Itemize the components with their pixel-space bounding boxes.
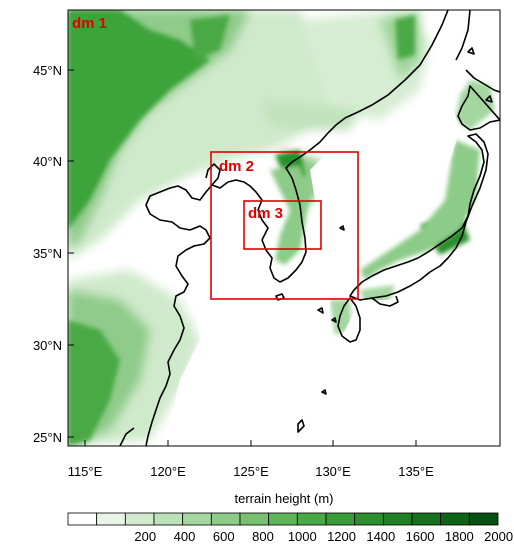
island-ryukyu-1: [321, 389, 327, 395]
colorbar-label: 1800: [445, 529, 474, 544]
domain-boxes: [210, 151, 359, 300]
coast-taiwan: [119, 427, 135, 446]
colorbar-cell: [153, 512, 184, 526]
lat-label-25: 25°N: [33, 430, 62, 445]
colorbar-label: 2000: [484, 529, 513, 544]
coast-shikoku: [371, 295, 399, 307]
domain-2-label: dm 2: [219, 158, 254, 175]
island-goto: [331, 317, 337, 323]
colorbar-cell: [124, 512, 155, 526]
island-tsushima: [317, 307, 324, 314]
colorbar-cell: [239, 512, 270, 526]
sea-areas: [170, 10, 500, 446]
coast-kyushu: [337, 297, 361, 343]
lon-label-115: 115°E: [68, 464, 103, 479]
island-kuril: [485, 95, 493, 103]
colorbar-label: 800: [252, 529, 274, 544]
island-ryukyu-2: [297, 419, 305, 433]
domain-1-label: dm 1: [72, 15, 107, 32]
island-ulleung: [339, 225, 345, 231]
colorbar-label: 1400: [366, 529, 395, 544]
coast-honshu: [349, 133, 489, 301]
coast-sakhalin: [455, 10, 471, 61]
colorbar-cell: [268, 512, 298, 526]
colorbar-cell: [67, 512, 98, 526]
colorbar-cell: [440, 512, 470, 526]
lat-ticks: [68, 69, 74, 438]
lon-label-120: 120°E: [150, 464, 186, 479]
plot-frame: [67, 9, 501, 447]
lon-ticks: [84, 440, 417, 446]
lat-label-40: 40°N: [33, 154, 62, 169]
colorbar-label: 1200: [327, 529, 356, 544]
terrain-korea: [270, 165, 310, 265]
colorbar-cell: [296, 512, 327, 526]
coast-hokkaido: [457, 69, 500, 131]
terrain-japan: [330, 80, 495, 335]
colorbar-cell: [354, 512, 384, 526]
colorbar-labels: 200 400 600 800 1000 1200 1400 1600 1800 2000: [134, 529, 513, 544]
lon-label-130: 130°E: [315, 464, 351, 479]
colorbar-cell: [96, 512, 126, 526]
coastlines: [119, 10, 500, 446]
coast-china: [145, 181, 229, 446]
colorbar-label: 1600: [406, 529, 435, 544]
coast-primorye: [327, 10, 449, 134]
colorbar-label: 600: [213, 529, 235, 544]
colorbar-cell: [382, 512, 413, 526]
colorbar-cell: [210, 512, 241, 526]
coast-liaodong: [205, 163, 221, 186]
colorbar-label: 200: [134, 529, 156, 544]
lon-label-135: 135°E: [398, 464, 434, 479]
colorbar-label: 400: [174, 529, 196, 544]
terrain-shading: [68, 10, 500, 446]
colorbar-cell: [411, 512, 442, 526]
domain-3-box: [243, 200, 322, 250]
colorbar-cell: [182, 512, 212, 526]
island-rishiri: [467, 47, 475, 55]
colorbar: [67, 512, 499, 526]
lat-label-30: 30°N: [33, 338, 62, 353]
colorbar-cell: [468, 512, 499, 526]
coast-korea: [227, 132, 329, 283]
lat-label-45: 45°N: [33, 63, 62, 78]
domain-3-label: dm 3: [248, 205, 283, 222]
colorbar-cell: [325, 512, 356, 526]
lat-label-35: 35°N: [33, 246, 62, 261]
domain-2-box: [210, 151, 359, 300]
colorbar-title: terrain height (m): [235, 491, 334, 506]
lon-label-125: 125°E: [233, 464, 269, 479]
colorbar-label: 1000: [288, 529, 317, 544]
